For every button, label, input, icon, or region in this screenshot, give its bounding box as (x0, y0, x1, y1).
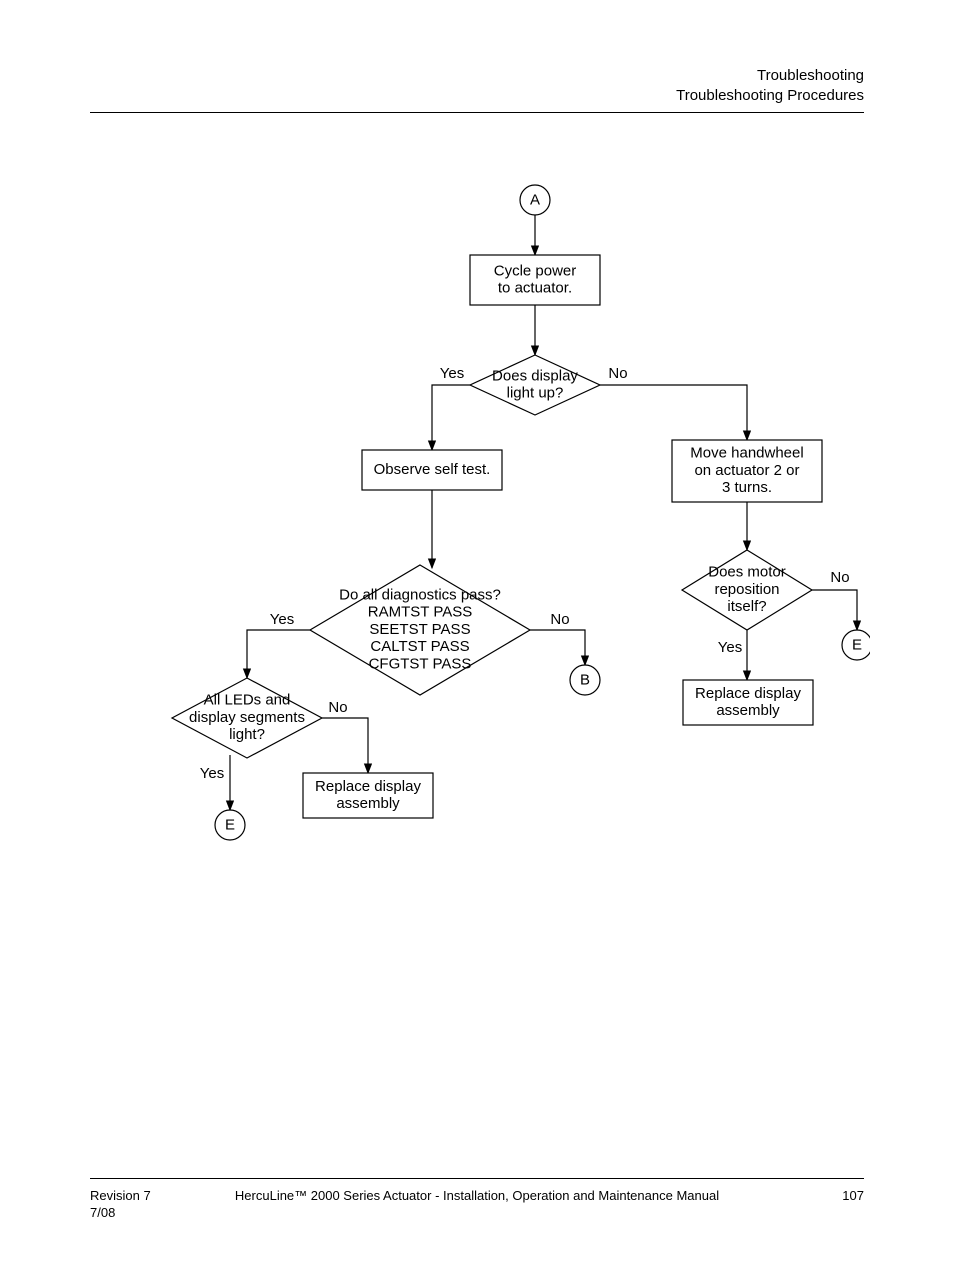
footer-date: 7/08 (90, 1205, 151, 1222)
footer-rule (90, 1178, 864, 1179)
svg-text:Does display: Does display (492, 367, 578, 384)
svg-text:to actuator.: to actuator. (498, 280, 572, 297)
svg-text:light up?: light up? (507, 385, 564, 402)
svg-text:All LEDs and: All LEDs and (204, 692, 291, 709)
svg-text:Move handwheel: Move handwheel (690, 445, 803, 462)
svg-text:3 turns.: 3 turns. (722, 479, 772, 496)
svg-text:No: No (550, 611, 569, 628)
svg-text:B: B (580, 672, 590, 689)
page-header: Troubleshooting Troubleshooting Procedur… (676, 66, 864, 105)
svg-text:Replace display: Replace display (695, 685, 801, 702)
svg-text:CALTST PASS: CALTST PASS (370, 638, 469, 655)
svg-text:No: No (328, 699, 347, 716)
svg-text:CFGTST PASS: CFGTST PASS (369, 655, 472, 672)
svg-text:E: E (852, 637, 862, 654)
footer-page: 107 (842, 1188, 864, 1203)
svg-text:Replace display: Replace display (315, 778, 421, 795)
header-line2: Troubleshooting Procedures (676, 86, 864, 106)
svg-text:light?: light? (229, 726, 265, 743)
svg-text:RAMTST PASS: RAMTST PASS (368, 604, 472, 621)
svg-text:Cycle power: Cycle power (494, 262, 577, 279)
header-rule (90, 112, 864, 113)
svg-text:Yes: Yes (440, 365, 464, 382)
footer-title: HercuLine™ 2000 Series Actuator - Instal… (0, 1188, 954, 1203)
svg-text:Do all diagnostics pass?: Do all diagnostics pass? (339, 586, 501, 603)
svg-text:A: A (530, 192, 540, 209)
header-line1: Troubleshooting (676, 66, 864, 86)
svg-text:Observe self test.: Observe self test. (374, 461, 491, 478)
svg-text:Yes: Yes (270, 611, 294, 628)
svg-text:E: E (225, 817, 235, 834)
flowchart: Yes No Yes No No Yes No Yes A Cycle powerto actua… (90, 170, 870, 870)
svg-text:display segments: display segments (189, 709, 305, 726)
svg-text:Yes: Yes (718, 639, 742, 656)
svg-text:No: No (608, 365, 627, 382)
svg-text:No: No (830, 569, 849, 586)
svg-text:Does motor: Does motor (708, 564, 786, 581)
svg-text:on actuator 2 or: on actuator 2 or (694, 462, 799, 479)
svg-text:SEETST PASS: SEETST PASS (369, 621, 470, 638)
svg-text:assembly: assembly (336, 795, 400, 812)
svg-text:Yes: Yes (200, 765, 224, 782)
svg-text:reposition: reposition (714, 581, 779, 598)
svg-text:assembly: assembly (716, 702, 780, 719)
svg-text:itself?: itself? (727, 598, 766, 615)
